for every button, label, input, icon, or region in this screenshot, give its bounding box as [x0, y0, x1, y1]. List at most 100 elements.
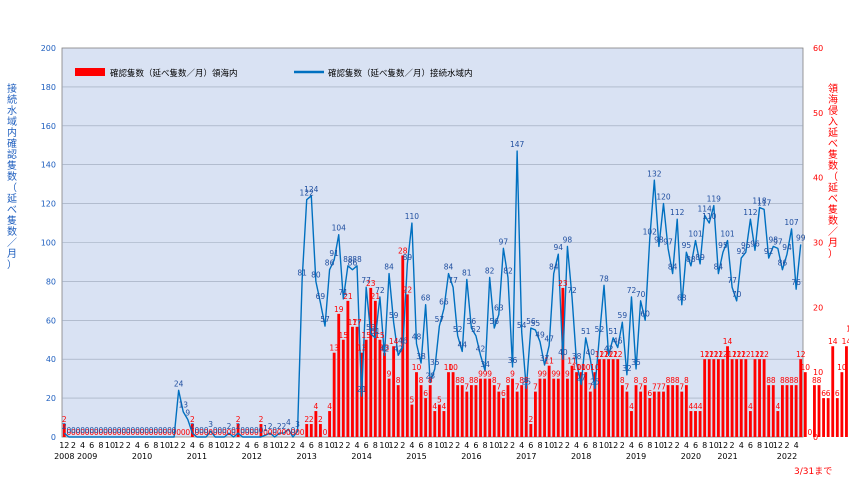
line-data-label: 0 [153, 426, 158, 435]
x-tick-label: 2 [565, 441, 570, 450]
bar-data-label: 10 [837, 363, 847, 372]
bar [748, 411, 752, 437]
x-tick-label: 4 [739, 441, 744, 450]
bar-data-label: 9 [478, 370, 483, 379]
x-tick-label: 10 [764, 441, 774, 450]
bar-data-label: 0 [85, 428, 90, 437]
bar [488, 378, 492, 437]
bar-data-label: 8 [670, 376, 675, 385]
bar [515, 391, 519, 437]
line-data-label: 0 [249, 426, 254, 435]
x-tick-label: 4 [794, 441, 799, 450]
axis-title-char: べ [828, 194, 838, 205]
x-tick-label: 10 [544, 441, 554, 450]
bar-data-label: 8 [684, 376, 689, 385]
x-tick-label: 6 [364, 441, 369, 450]
line-data-label: 42 [393, 344, 403, 353]
line-data-label: 70 [732, 290, 742, 299]
bar [652, 391, 656, 437]
bar-data-label: 11 [544, 357, 554, 366]
x-tick-label: 10 [324, 441, 334, 450]
bar [483, 378, 487, 437]
line-data-label: 3 [208, 420, 213, 429]
line-data-label: 72 [567, 286, 577, 295]
x-tick-label: 8 [153, 441, 158, 450]
x-tick-label: 6 [89, 441, 94, 450]
x-tick-label: 10 [270, 441, 280, 450]
right-tick-label: 30 [813, 239, 823, 248]
bar-data-label: 4 [693, 402, 698, 411]
x-tick-label: 4 [409, 441, 414, 450]
bar [758, 359, 761, 437]
axis-title-char: 水 [7, 105, 17, 117]
line-data-label: 117 [757, 198, 772, 207]
bar [373, 300, 377, 437]
x-tick-label: 8 [592, 441, 597, 450]
line-data-label: 91 [329, 249, 339, 258]
bar [785, 385, 789, 437]
line-data-label: 35 [430, 358, 440, 367]
bar-data-label: 8 [419, 376, 424, 385]
x-year-label: 2014 [351, 452, 371, 461]
bar [533, 391, 537, 437]
line-data-label: 0 [103, 426, 108, 435]
bar-data-label: 9 [483, 370, 488, 379]
line-data-label: 0 [94, 426, 99, 435]
line-data-label: 28 [425, 372, 435, 381]
bar-data-label: 8 [519, 376, 524, 385]
right-tick-label: 0 [813, 433, 818, 442]
x-tick-label: 6 [144, 441, 149, 450]
bar-data-label: 10 [444, 363, 454, 372]
x-tick-label: 8 [263, 441, 268, 450]
bar-data-label: 2 [236, 415, 241, 424]
bar-data-label: 8 [675, 376, 680, 385]
bar-data-label: 0 [199, 428, 204, 437]
line-data-label: 84 [444, 263, 454, 272]
bar-data-label: 0 [94, 428, 99, 437]
bar [575, 372, 579, 437]
bar-data-label: 0 [135, 428, 140, 437]
x-tick-label: 12 [389, 441, 399, 450]
bar [813, 385, 816, 437]
line-data-label: 0 [121, 426, 126, 435]
line-data-label: 0 [259, 426, 264, 435]
x-tick-label: 4 [135, 441, 140, 450]
bar-data-label: 0 [140, 428, 145, 437]
bar-data-label: 14 [842, 337, 849, 346]
x-tick-label: 4 [519, 441, 524, 450]
x-tick-label: 2 [290, 441, 295, 450]
bar-data-label: 8 [455, 376, 460, 385]
bar [392, 346, 396, 437]
bar [625, 391, 629, 437]
bar [598, 359, 601, 437]
axis-title-char: ） [7, 259, 17, 271]
axis-title-char: 海 [828, 93, 838, 106]
bar-data-label: 8 [766, 376, 771, 385]
x-tick-label: 6 [473, 441, 478, 450]
bar-data-label: 0 [172, 428, 177, 437]
bar [684, 385, 688, 437]
bar-data-label: 8 [785, 376, 790, 385]
line-data-label: 81 [297, 268, 307, 277]
bar-data-label: 0 [167, 428, 172, 437]
bar [460, 385, 464, 437]
legend-swatch-bar [75, 68, 105, 76]
bar [616, 359, 620, 437]
line-data-label: 84 [384, 263, 394, 272]
bar [465, 391, 469, 437]
line-data-label: 98 [563, 235, 573, 244]
x-tick-label: 4 [80, 441, 85, 450]
bar [547, 365, 551, 437]
bar [671, 385, 675, 437]
line-data-label: 86 [778, 259, 788, 268]
bar-data-label: 0 [254, 428, 259, 437]
x-year-label: 2015 [406, 452, 426, 461]
bar-data-label: 0 [117, 428, 122, 437]
bar-data-label: 0 [153, 428, 158, 437]
bar-data-label: 15 [361, 331, 371, 340]
bar-data-label: 12 [755, 350, 765, 359]
x-tick-label: 12 [279, 441, 289, 450]
axis-title-char: 内 [7, 126, 17, 139]
